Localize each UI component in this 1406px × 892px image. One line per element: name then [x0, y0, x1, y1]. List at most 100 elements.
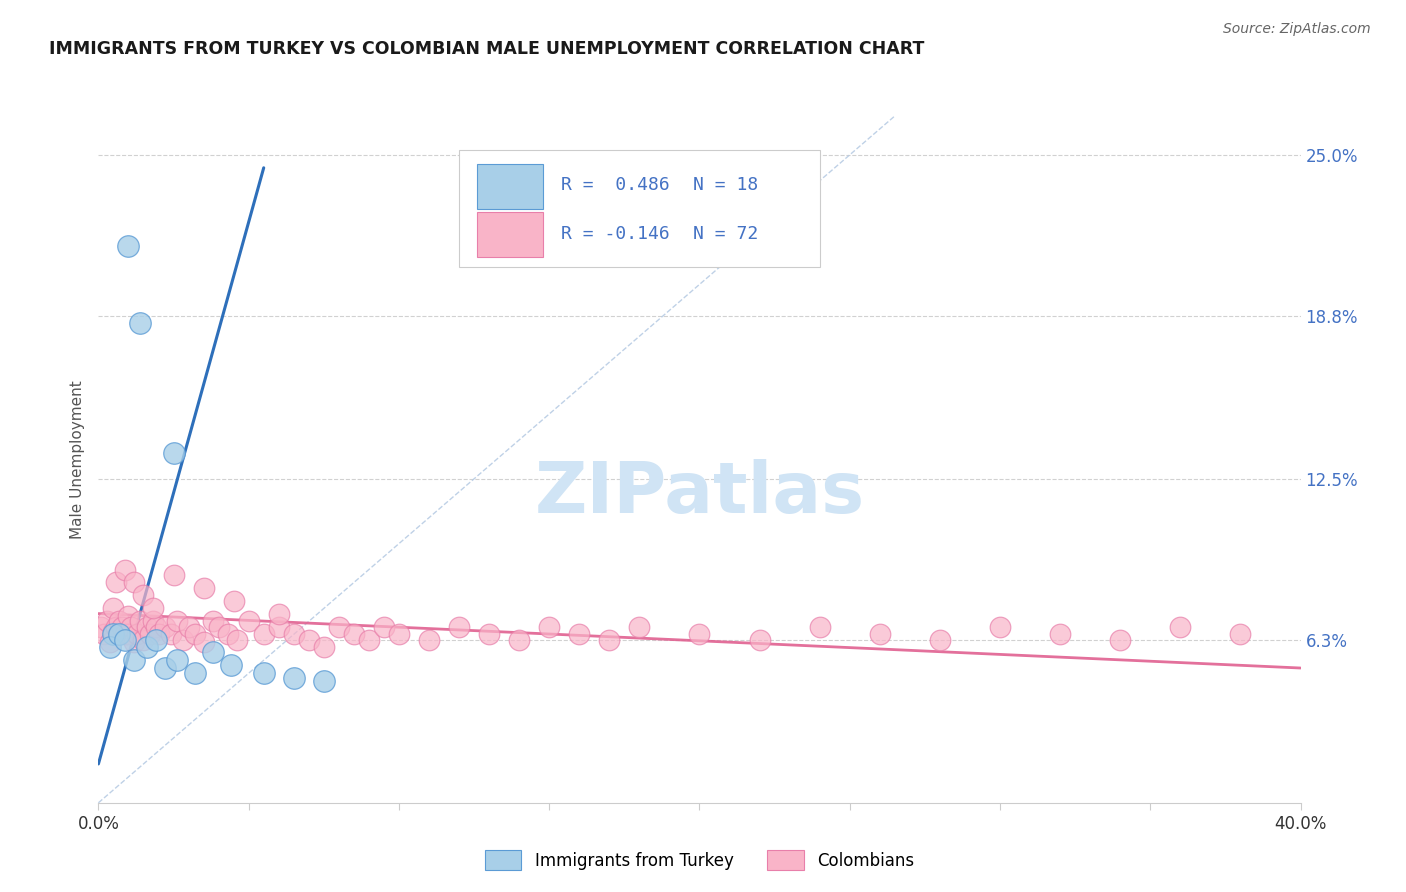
Point	[124, 635, 146, 649]
Point	[117, 238, 139, 252]
Point	[193, 635, 215, 649]
Point	[103, 627, 125, 641]
Point	[508, 632, 530, 647]
FancyBboxPatch shape	[477, 212, 543, 257]
FancyBboxPatch shape	[477, 164, 543, 209]
Point	[267, 619, 290, 633]
Point	[447, 619, 470, 633]
Point	[103, 601, 125, 615]
Point	[1170, 619, 1192, 633]
Point	[929, 632, 952, 647]
Point	[201, 645, 224, 659]
Point	[808, 619, 831, 633]
Point	[141, 615, 163, 629]
Point	[253, 627, 276, 641]
Point	[121, 619, 143, 633]
Point	[132, 589, 155, 603]
Point	[217, 627, 239, 641]
Point	[93, 627, 115, 641]
Point	[138, 627, 160, 641]
Text: R =  0.486: R = 0.486	[561, 176, 671, 194]
Point	[283, 672, 305, 686]
Point	[114, 627, 136, 641]
Point	[148, 627, 170, 641]
Point	[124, 575, 146, 590]
Point	[312, 640, 335, 655]
Point	[145, 619, 167, 633]
Point	[172, 632, 194, 647]
Point	[1229, 627, 1251, 641]
Point	[298, 632, 321, 647]
Point	[222, 593, 245, 607]
Point	[105, 575, 128, 590]
Point	[357, 632, 380, 647]
Point	[159, 627, 181, 641]
FancyBboxPatch shape	[458, 151, 820, 267]
Point	[283, 627, 305, 641]
Point	[162, 446, 184, 460]
Point	[96, 615, 118, 629]
Point	[225, 632, 247, 647]
Point	[253, 666, 276, 681]
Point	[117, 609, 139, 624]
Point	[869, 627, 891, 641]
Point	[538, 619, 561, 633]
Text: IMMIGRANTS FROM TURKEY VS COLOMBIAN MALE UNEMPLOYMENT CORRELATION CHART: IMMIGRANTS FROM TURKEY VS COLOMBIAN MALE…	[49, 40, 925, 58]
Point	[135, 640, 157, 655]
Point	[183, 627, 205, 641]
Text: R = -0.146: R = -0.146	[561, 225, 671, 244]
Point	[153, 619, 176, 633]
Point	[166, 653, 188, 667]
Point	[689, 627, 711, 641]
Point	[132, 632, 155, 647]
Point	[117, 627, 139, 641]
Text: ZIPatlas: ZIPatlas	[534, 459, 865, 528]
Point	[343, 627, 366, 641]
Point	[114, 562, 136, 576]
Point	[598, 632, 620, 647]
Point	[100, 640, 122, 655]
Point	[418, 632, 440, 647]
Point	[177, 619, 200, 633]
Point	[100, 635, 122, 649]
Point	[267, 607, 290, 621]
Point	[153, 661, 176, 675]
Point	[108, 627, 131, 641]
Point	[312, 673, 335, 688]
Legend: Immigrants from Turkey, Colombians: Immigrants from Turkey, Colombians	[478, 843, 921, 877]
Point	[1049, 627, 1071, 641]
Point	[201, 615, 224, 629]
Point	[193, 581, 215, 595]
Point	[145, 632, 167, 647]
Point	[183, 666, 205, 681]
Point	[124, 653, 146, 667]
Point	[748, 632, 770, 647]
Point	[90, 619, 112, 633]
Point	[1109, 632, 1132, 647]
Point	[328, 619, 350, 633]
Point	[988, 619, 1011, 633]
Point	[373, 619, 395, 633]
Point	[162, 567, 184, 582]
Point	[141, 601, 163, 615]
Text: N = 72: N = 72	[693, 225, 759, 244]
Point	[166, 615, 188, 629]
Point	[114, 632, 136, 647]
Y-axis label: Male Unemployment: Male Unemployment	[69, 380, 84, 539]
Point	[108, 615, 131, 629]
Point	[129, 316, 152, 330]
Point	[111, 619, 134, 633]
Point	[568, 627, 591, 641]
Point	[127, 627, 149, 641]
Point	[388, 627, 411, 641]
Point	[628, 619, 651, 633]
Point	[129, 615, 152, 629]
Text: Source: ZipAtlas.com: Source: ZipAtlas.com	[1223, 22, 1371, 37]
Point	[238, 615, 260, 629]
Point	[219, 658, 242, 673]
Point	[208, 619, 231, 633]
Point	[135, 619, 157, 633]
Text: N = 18: N = 18	[693, 176, 759, 194]
Point	[108, 627, 131, 641]
Point	[103, 624, 125, 639]
